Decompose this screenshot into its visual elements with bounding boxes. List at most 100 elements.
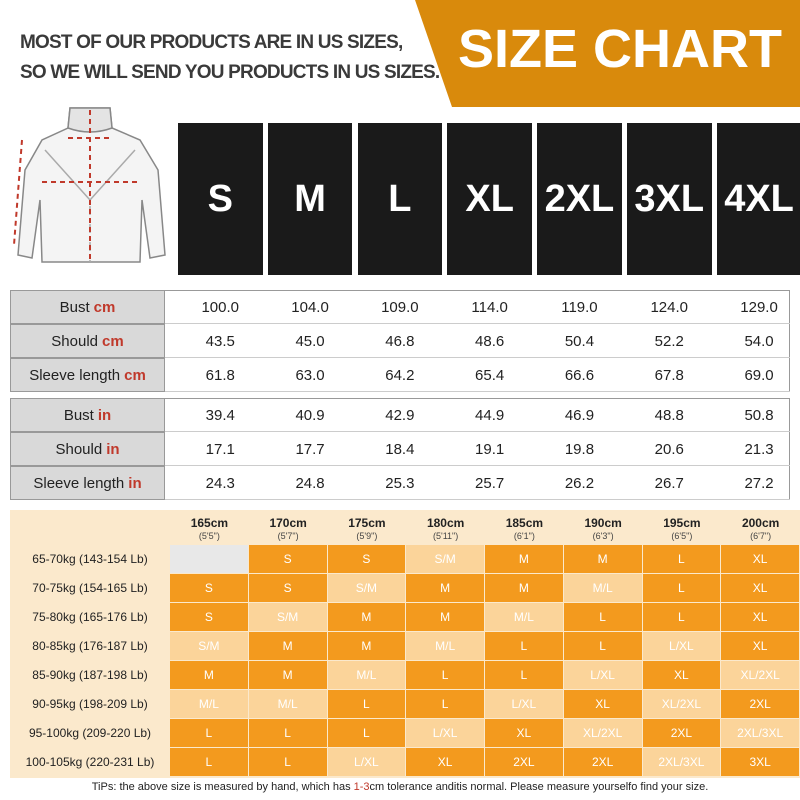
fit-cell: S/M <box>248 603 327 631</box>
measure-lines <box>13 110 140 262</box>
fit-cell: L <box>485 632 563 660</box>
row-label: Sleeve length cm <box>10 358 165 392</box>
row-line <box>165 431 790 432</box>
fit-cell: M/L <box>170 690 248 718</box>
value: 24.3 <box>205 474 235 492</box>
value: 26.7 <box>654 474 684 492</box>
fit-cell: L <box>248 748 327 776</box>
fit-cell: M <box>327 632 406 660</box>
value: 21.3 <box>744 440 774 458</box>
value: 65.4 <box>475 366 505 384</box>
tips: TiPs: the above size is measured by hand… <box>0 781 800 793</box>
value: 54.0 <box>744 332 774 350</box>
label-unit: in <box>97 406 112 424</box>
value: 119.0 <box>561 298 598 316</box>
fit-cell: L <box>327 690 406 718</box>
label-unit: cm <box>93 298 116 316</box>
value: 52.2 <box>654 332 684 350</box>
height-cm: 170cm <box>269 516 307 530</box>
value: 69.0 <box>744 366 774 384</box>
fit-cell: L <box>170 719 248 747</box>
value: 24.8 <box>295 474 325 492</box>
size-header: 4XL <box>716 123 800 275</box>
fit-cell: M/L <box>327 661 406 689</box>
fit-cell: L <box>563 603 642 631</box>
label-unit: cm <box>124 366 146 384</box>
row-line <box>165 357 790 358</box>
weight-label: 75-80kg (165-176 Lb) <box>32 610 148 624</box>
value: 114.0 <box>471 298 508 316</box>
weight-label: 80-85kg (176-187 Lb) <box>32 639 148 653</box>
height-ft: (6'3") <box>592 531 614 541</box>
value: 124.0 <box>650 298 689 316</box>
fit-cell: S <box>170 603 248 631</box>
fit-cell: M <box>485 545 563 573</box>
size-header: XL <box>447 123 532 275</box>
value: 63.0 <box>295 366 325 384</box>
value: 100.0 <box>201 298 240 316</box>
height-cm: 195cm <box>663 516 701 530</box>
fit-cell: L/XL <box>642 632 721 660</box>
tip-part: TiPs: the above size is measured by hand… <box>91 781 354 793</box>
value: 18.4 <box>385 440 415 458</box>
value: 46.8 <box>385 332 415 350</box>
row-label: Bust in <box>10 398 165 432</box>
title: SIZE CHART <box>458 19 782 79</box>
height-cm: 175cm <box>348 516 386 530</box>
fit-cell: M/L <box>248 690 327 718</box>
size-header: 2XL <box>537 123 622 275</box>
row-label: Sleeve length in <box>10 466 165 500</box>
fit-cell: 2XL/3XL <box>721 719 799 747</box>
title-banner <box>415 0 800 107</box>
value: 64.2 <box>385 366 415 384</box>
value: 67.8 <box>654 366 684 384</box>
label-unit: cm <box>102 332 124 350</box>
fit-cell: L/XL <box>327 748 406 776</box>
row-label: Bust cm <box>10 290 165 324</box>
label-text: Sleeve length <box>33 474 125 492</box>
height-cm: 200cm <box>741 516 780 530</box>
weight-label: 90-95kg (198-209 Lb) <box>32 697 148 711</box>
fit-cell: L <box>642 603 721 631</box>
fit-cell: S <box>248 545 327 573</box>
fit-cell: 3XL <box>721 748 799 776</box>
fit-cell: M <box>406 574 484 602</box>
tip-part: 1-3 <box>353 781 370 793</box>
row-line <box>165 465 790 466</box>
value: 46.9 <box>564 406 595 424</box>
fit-cell: XL <box>721 574 799 602</box>
height-ft: (5'7") <box>277 531 299 541</box>
fit-cell: L <box>642 545 721 573</box>
fit-cell: M <box>485 574 563 602</box>
fit-cell: S/M <box>406 545 484 573</box>
fit-cell: M <box>248 632 327 660</box>
value: 50.4 <box>564 332 595 350</box>
fit-cell: L <box>406 690 484 718</box>
weight-label: 85-90kg (187-198 Lb) <box>32 668 148 682</box>
height-cm: 180cm <box>426 516 465 530</box>
fit-cell <box>170 545 248 573</box>
fit-cell: XL <box>721 632 799 660</box>
weight-label: 70-75kg (154-165 Lb) <box>32 581 148 595</box>
fit-cell: M <box>248 661 327 689</box>
fit-cell: L <box>248 719 327 747</box>
fit-cell: XL <box>721 603 799 631</box>
fit-cell: M <box>406 603 484 631</box>
fit-cell: M <box>170 661 248 689</box>
header-note: SO WE WILL SEND YOU PRODUCTS IN US SIZES… <box>20 62 440 83</box>
fit-cell: XL <box>642 661 721 689</box>
fit-cell: M <box>327 603 406 631</box>
label-text: Should <box>51 332 99 350</box>
fit-cell: XL <box>406 748 484 776</box>
label-unit: in <box>106 440 120 458</box>
fit-cell: 2XL <box>563 748 642 776</box>
value: 61.8 <box>205 366 235 384</box>
row-line <box>165 499 790 500</box>
fit-cell: L <box>327 719 406 747</box>
value: 129.0 <box>740 298 778 316</box>
value: 66.6 <box>564 366 595 384</box>
weight-label: 65-70kg (143-154 Lb) <box>32 552 148 566</box>
fit-cell: L <box>642 574 721 602</box>
label-text: Should <box>55 440 103 458</box>
